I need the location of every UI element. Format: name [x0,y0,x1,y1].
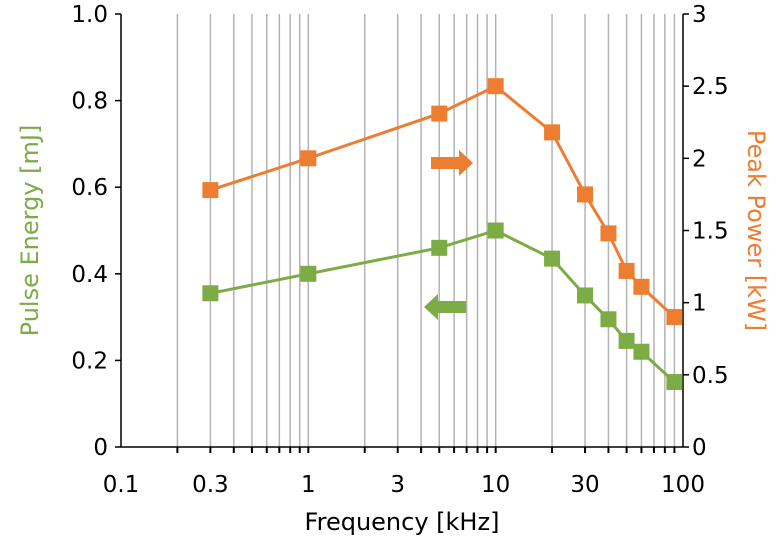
y-left-tick-label: 0.6 [71,175,108,201]
x-tick-label: 10 [481,472,510,498]
y-left-tick-label: 0.8 [71,89,108,115]
peak-power-point [544,124,561,141]
pulse-energy-point [300,265,317,282]
peak-power-point [300,150,317,167]
left-arrow-icon [424,294,466,320]
annotation-arrows [424,150,473,320]
y-left-tick-label: 1.0 [71,2,108,28]
right-arrow-icon [431,150,473,176]
axes: 0.1 0.3 1 3 10 30 100 0 0.2 0.4 0.6 0.8 1.0 0 0.5 1 1.5 2… [71,2,728,498]
pulse-energy-point [618,332,635,349]
x-tick-label: 1 [301,472,316,498]
x-tick-label: 3 [390,472,405,498]
peak-power-point [487,78,504,95]
pulse-energy-point [633,343,650,360]
peak-power-point [431,105,448,122]
y-right-tick-label: 3 [692,2,707,28]
peak-power-point [577,186,594,203]
pulse-energy-point [577,287,594,304]
pulse-energy-point [487,222,504,239]
axis-labels: Frequency [kHz] Pulse Energy [mJ] Peak P… [16,125,770,536]
y-right-tick-label: 1.5 [692,219,729,245]
series-layer [202,78,683,391]
pulse-energy-point [202,285,219,302]
y-right-tick-label: 2 [692,146,707,172]
pulse-energy-point [600,311,617,328]
x-tick-label: 100 [661,472,705,498]
y-right-tick-label: 0 [692,435,707,461]
peak-power-point [600,225,617,242]
y-axis-left-label: Pulse Energy [mJ] [16,125,44,337]
x-tick-label: 0.3 [192,472,229,498]
y-left-tick-label: 0.2 [71,348,108,374]
y-axis-right-label: Peak Power [kW] [742,130,770,331]
y-right-tick-label: 2.5 [692,74,729,100]
x-tick-label: 30 [570,472,599,498]
pulse-energy-point [431,239,448,256]
y-right-tick-label: 0.5 [692,363,729,389]
peak-power-point [633,278,650,295]
pulse-energy-point [666,374,683,391]
peak-power-point [202,182,219,199]
grid-lines [176,14,676,447]
peak-power-point [618,262,635,279]
y-left-tick-label: 0.4 [71,262,108,288]
peak-power-point [666,309,683,326]
x-tick-label: 0.1 [103,472,140,498]
pulse-energy-point [544,250,561,267]
y-left-tick-label: 0 [93,435,108,461]
y-right-tick-label: 1 [692,291,707,317]
x-axis-label: Frequency [kHz] [305,508,500,536]
